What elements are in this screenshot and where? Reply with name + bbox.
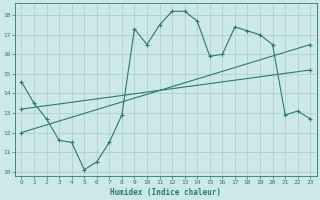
X-axis label: Humidex (Indice chaleur): Humidex (Indice chaleur) [110,188,221,197]
